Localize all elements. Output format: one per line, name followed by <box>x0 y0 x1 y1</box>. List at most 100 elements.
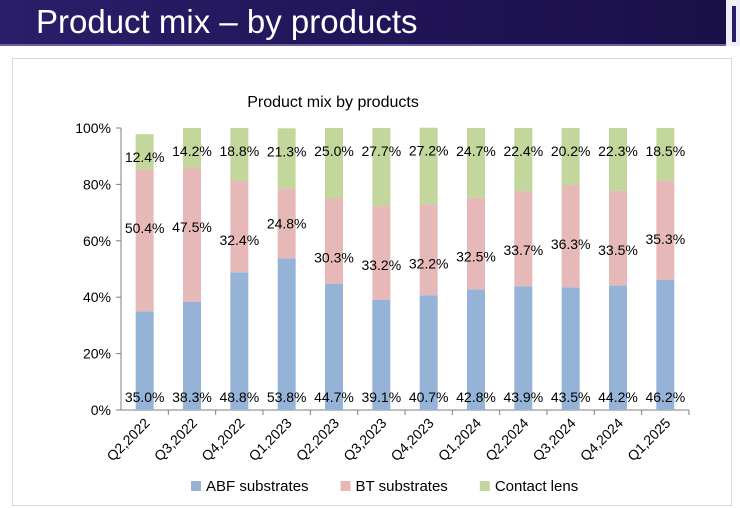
legend-swatch <box>191 481 201 491</box>
legend-label: BT substrates <box>356 478 448 495</box>
bar-segment <box>183 168 201 302</box>
data-label: 33.2% <box>361 257 401 273</box>
legend-swatch <box>479 481 490 491</box>
x-tick-label: Q2,2024 <box>482 415 531 464</box>
bar-segment <box>609 128 627 191</box>
x-tick-label: Q3,2024 <box>529 415 578 464</box>
legend-label: Contact lens <box>495 478 578 495</box>
data-label: 40.7% <box>409 389 449 405</box>
bar-segment <box>325 128 343 199</box>
bar-segment <box>230 128 249 182</box>
data-label: 20.2% <box>551 143 591 159</box>
bar-segment <box>656 128 675 181</box>
data-label: 44.7% <box>314 389 354 405</box>
data-label: 46.2% <box>645 389 685 405</box>
data-label: 33.5% <box>598 242 638 258</box>
bar-segment <box>609 285 627 410</box>
y-tick-label: 100% <box>75 120 111 136</box>
data-label: 22.4% <box>503 143 543 159</box>
data-label: 18.5% <box>645 143 685 159</box>
bar-segment <box>230 181 249 273</box>
bar-segment <box>135 134 154 170</box>
title-rule <box>0 44 726 46</box>
data-label: 48.8% <box>219 389 259 405</box>
y-tick-label: 60% <box>83 233 111 249</box>
data-label: 35.3% <box>645 231 685 247</box>
bar-segment <box>561 128 580 185</box>
data-label: 30.3% <box>314 250 354 266</box>
y-tick-label: 80% <box>83 176 111 192</box>
data-label: 25.0% <box>314 143 354 159</box>
data-label: 18.8% <box>219 143 259 159</box>
y-tick-label: 20% <box>83 346 111 362</box>
chart-title: Product mix by products <box>247 94 419 111</box>
x-tick-label: Q2,2022 <box>103 415 152 464</box>
x-tick-label: Q4,2024 <box>577 415 626 464</box>
bar-segment <box>277 258 296 410</box>
data-label: 43.5% <box>551 389 591 405</box>
chart-frame: Product mix by products 0% 20% 40% 60% 80% 100… <box>12 58 732 506</box>
x-tick-label: Q1,2024 <box>435 415 484 464</box>
data-label: 50.4% <box>125 220 165 236</box>
data-label: 35.0% <box>125 389 165 405</box>
data-label: 24.8% <box>267 215 307 231</box>
x-tick-label: Q1,2023 <box>245 415 294 464</box>
title-bar: Product mix – by products <box>0 0 726 44</box>
data-label: 21.3% <box>267 143 307 159</box>
bar-segment <box>135 311 154 410</box>
data-label: 47.5% <box>172 219 212 235</box>
bar-segment <box>230 272 249 410</box>
x-tick-label: Q1,2025 <box>624 415 673 464</box>
data-label: 27.2% <box>409 143 449 159</box>
data-label: 36.3% <box>551 236 591 252</box>
bar-segment <box>325 283 343 410</box>
bar-segment <box>372 299 391 410</box>
bar-segment <box>372 206 391 300</box>
x-tick-label: Q4,2023 <box>387 415 436 464</box>
slide-title: Product mix – by products <box>36 3 418 40</box>
y-tick-label: 0% <box>91 402 111 418</box>
data-label: 12.4% <box>125 149 165 165</box>
bar-segment <box>277 188 296 259</box>
bar-segment <box>609 190 627 286</box>
data-label: 14.2% <box>172 143 212 159</box>
data-label: 33.7% <box>503 242 543 258</box>
bar-segment <box>325 198 343 284</box>
data-label: 32.4% <box>219 232 259 248</box>
bar-segment <box>467 128 485 198</box>
bar-segment <box>656 180 675 280</box>
data-label: 32.5% <box>456 249 496 265</box>
x-tick-label: Q3,2023 <box>340 415 389 464</box>
bar-segment <box>514 128 533 192</box>
data-label: 27.7% <box>361 143 401 159</box>
data-label: 43.9% <box>503 389 543 405</box>
data-label: 22.3% <box>598 143 638 159</box>
data-label: 42.8% <box>456 389 496 405</box>
bar-segment <box>419 295 438 410</box>
bar-segment <box>419 204 438 296</box>
data-label: 44.2% <box>598 389 638 405</box>
stacked-bar-chart: Product mix by products 0% 20% 40% 60% 80% 100… <box>75 94 690 495</box>
bar-segment <box>183 128 201 169</box>
legend-swatch <box>340 481 351 491</box>
corner-decoration <box>726 0 740 46</box>
bar-segment <box>419 127 438 205</box>
x-tick-label: Q2,2023 <box>293 415 342 464</box>
y-tick-label: 40% <box>83 289 111 305</box>
bar-segment <box>183 301 201 410</box>
bar-segment <box>561 184 580 288</box>
bar-segment <box>467 197 485 290</box>
data-label: 39.1% <box>361 389 401 405</box>
bar-segment <box>514 286 533 410</box>
data-label: 24.7% <box>456 143 496 159</box>
legend-label: ABF substrates <box>206 478 309 495</box>
x-tick-label: Q4,2022 <box>198 415 247 464</box>
bar-segment <box>561 287 580 410</box>
data-label: 38.3% <box>172 389 212 405</box>
data-label: 53.8% <box>267 389 307 405</box>
bar-segment <box>135 169 154 312</box>
x-tick-label: Q3,2022 <box>151 415 200 464</box>
bar-segment <box>372 128 391 207</box>
bar-segment <box>277 128 296 189</box>
bar-segment <box>467 289 485 410</box>
